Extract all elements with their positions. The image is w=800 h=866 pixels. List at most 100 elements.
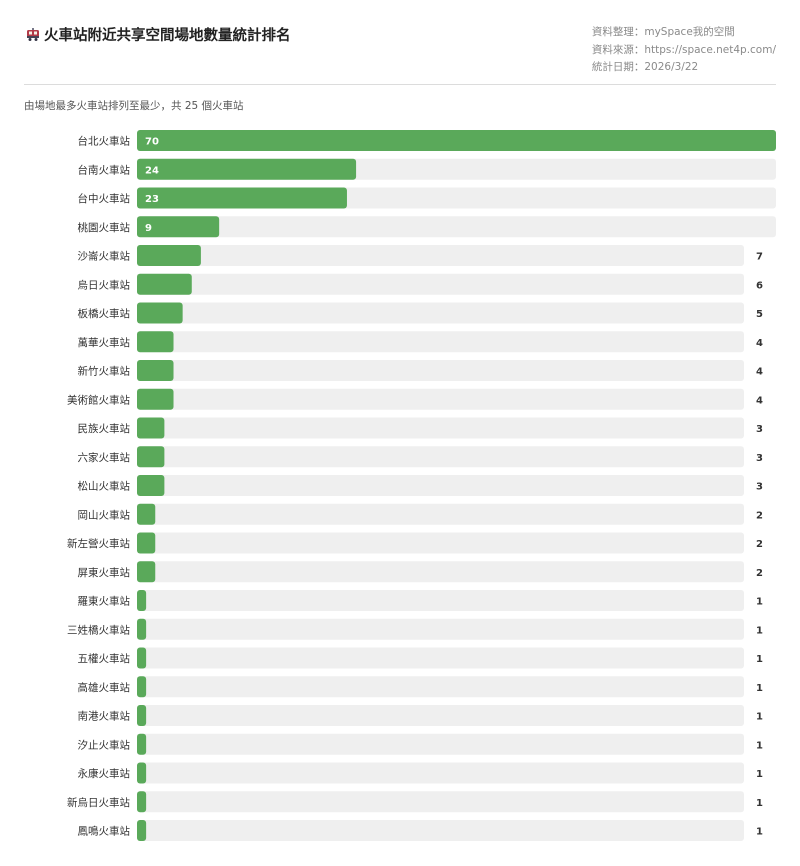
title-text: 火車站附近共享空間場地數量統計排名 [44, 28, 291, 44]
category-label: 美術館火車站 [67, 393, 130, 406]
bar-track [137, 388, 744, 410]
bar-row: 松山火車站 3 [78, 475, 763, 496]
category-label: 高雄火車站 [78, 681, 131, 694]
bar-row: 烏日火車站 6 [78, 273, 763, 295]
bar-row: 鳳鳴火車站 1 [78, 820, 763, 841]
data-label: 9 [145, 223, 152, 234]
category-label: 六家火車站 [78, 451, 131, 464]
bar[interactable] [137, 187, 347, 209]
data-label: 2 [756, 539, 763, 550]
bar-track [137, 590, 744, 611]
bar-row: 台中火車站 23 [78, 187, 776, 209]
bar-track [137, 647, 744, 669]
bar-row: 沙崙火車站 7 [78, 245, 763, 266]
bar[interactable] [137, 676, 147, 698]
bar-row: 三姓橋火車站 1 [67, 618, 763, 640]
bar-row: 屏東火車站 2 [78, 561, 763, 583]
data-label: 4 [756, 367, 763, 378]
category-label: 南港火車站 [78, 710, 131, 723]
data-label: 1 [756, 654, 763, 665]
data-label: 1 [756, 597, 763, 608]
category-label: 永康火車站 [78, 767, 131, 780]
category-label: 萬華火車站 [78, 336, 131, 349]
bar-track [137, 561, 744, 583]
bar[interactable] [137, 273, 192, 295]
bar[interactable] [137, 705, 147, 726]
data-label: 3 [756, 453, 763, 464]
bar[interactable] [137, 820, 147, 841]
data-label: 2 [756, 568, 763, 579]
bar[interactable] [137, 245, 201, 266]
category-label: 松山火車站 [78, 480, 131, 493]
bar-row: 萬華火車站 4 [78, 331, 763, 353]
meta-date: 統計日期：2026/3/22 [591, 61, 699, 73]
category-label: 岡山火車站 [78, 508, 131, 521]
data-label: 2 [756, 510, 763, 521]
bar[interactable] [137, 762, 147, 784]
category-label: 板橋火車站 [78, 307, 131, 320]
bar-row: 新烏日火車站 1 [67, 791, 763, 813]
bar[interactable] [137, 388, 174, 410]
bar-track [137, 762, 744, 784]
bar-row: 羅東火車站 1 [78, 590, 763, 611]
bar[interactable] [137, 733, 147, 755]
bar-row: 岡山火車站 2 [78, 503, 763, 525]
category-label: 桃園火車站 [78, 221, 131, 234]
category-label: 台中火車站 [78, 192, 131, 205]
bar-track [137, 245, 744, 266]
bar-row: 新左營火車站 2 [67, 532, 763, 554]
bar[interactable] [137, 475, 165, 496]
meta-source[interactable]: 資料來源：https://space.net4p.com/ [591, 43, 776, 56]
bar-track [137, 360, 744, 381]
bar[interactable] [137, 130, 776, 151]
data-label: 7 [756, 252, 763, 263]
data-label: 24 [145, 165, 159, 176]
data-label: 3 [756, 424, 763, 435]
category-label: 沙崙火車站 [78, 250, 131, 263]
category-label: 台北火車站 [78, 135, 131, 148]
category-label: 新左營火車站 [67, 537, 130, 550]
bar-track [137, 273, 744, 295]
bar[interactable] [137, 791, 147, 813]
data-label: 23 [145, 194, 159, 205]
bar[interactable] [137, 417, 165, 439]
data-label: 4 [756, 395, 763, 406]
bar-track [137, 532, 744, 554]
category-label: 屏東火車站 [78, 566, 131, 579]
category-label: 鳳鳴火車站 [78, 825, 131, 838]
bar[interactable] [137, 590, 147, 611]
bar-track [137, 791, 744, 813]
bar-track [137, 820, 744, 841]
bar-row: 桃園火車站 9 [78, 216, 776, 238]
bar[interactable] [137, 360, 174, 381]
chart-subtitle: 由場地最多火車站排列至最少，共 25 個火車站 [24, 100, 244, 112]
bar-row: 美術館火車站 4 [67, 388, 763, 410]
bar-track [137, 733, 744, 755]
bar-track [137, 302, 744, 324]
bar[interactable] [137, 216, 220, 238]
bar-track [137, 475, 744, 496]
bar-row: 板橋火車站 5 [78, 302, 763, 324]
category-label: 民族火車站 [78, 422, 131, 435]
bar-row: 汐止火車站 1 [78, 733, 763, 755]
bar[interactable] [137, 446, 165, 468]
bar-row: 台北火車站 70 [78, 130, 776, 151]
bar[interactable] [137, 561, 156, 583]
bar-row: 永康火車站 1 [78, 762, 763, 784]
bar[interactable] [137, 331, 174, 353]
category-label: 新竹火車站 [78, 365, 131, 378]
data-label: 1 [756, 712, 763, 723]
bar[interactable] [137, 158, 357, 180]
bar[interactable] [137, 618, 147, 640]
bar[interactable] [137, 503, 156, 525]
train-icon [27, 27, 39, 41]
category-label: 烏日火車站 [78, 278, 131, 291]
bar-track [137, 331, 744, 353]
bar[interactable] [137, 302, 183, 324]
bar[interactable] [137, 532, 156, 554]
bar[interactable] [137, 647, 147, 669]
category-label: 五權火車站 [78, 652, 131, 665]
data-label: 1 [756, 798, 763, 809]
bar-row: 五權火車站 1 [78, 647, 763, 669]
